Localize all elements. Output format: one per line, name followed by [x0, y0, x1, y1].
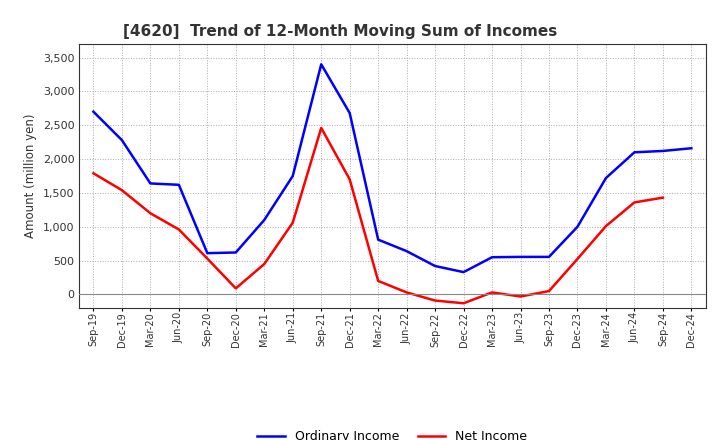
Ordinary Income	[232, 250, 240, 255]
Legend: Ordinary Income, Net Income: Ordinary Income, Net Income	[252, 425, 533, 440]
Net Income	[602, 224, 611, 229]
Net Income	[232, 286, 240, 291]
Net Income	[146, 211, 155, 216]
Ordinary Income	[659, 148, 667, 154]
Net Income	[659, 195, 667, 200]
Ordinary Income	[89, 109, 98, 114]
Net Income	[516, 294, 525, 299]
Net Income	[545, 289, 554, 294]
Ordinary Income	[402, 249, 411, 254]
Net Income	[117, 187, 126, 193]
Net Income	[89, 171, 98, 176]
Net Income	[459, 301, 468, 306]
Ordinary Income	[346, 110, 354, 116]
Ordinary Income	[117, 137, 126, 143]
Ordinary Income	[602, 176, 611, 181]
Text: [4620]  Trend of 12-Month Moving Sum of Incomes: [4620] Trend of 12-Month Moving Sum of I…	[123, 24, 557, 39]
Ordinary Income	[687, 146, 696, 151]
Ordinary Income	[487, 255, 496, 260]
Net Income	[487, 290, 496, 295]
Net Income	[174, 227, 183, 232]
Ordinary Income	[146, 181, 155, 186]
Net Income	[573, 256, 582, 261]
Ordinary Income	[630, 150, 639, 155]
Ordinary Income	[545, 254, 554, 260]
Net Income	[402, 290, 411, 295]
Ordinary Income	[573, 224, 582, 229]
Net Income	[346, 177, 354, 182]
Net Income	[289, 220, 297, 225]
Net Income	[431, 298, 439, 303]
Ordinary Income	[431, 264, 439, 269]
Ordinary Income	[516, 254, 525, 260]
Net Income	[260, 261, 269, 267]
Ordinary Income	[203, 250, 212, 256]
Line: Net Income: Net Income	[94, 128, 663, 303]
Net Income	[374, 278, 382, 283]
Ordinary Income	[459, 269, 468, 275]
Ordinary Income	[260, 217, 269, 223]
Line: Ordinary Income: Ordinary Income	[94, 64, 691, 272]
Y-axis label: Amount (million yen): Amount (million yen)	[24, 114, 37, 238]
Ordinary Income	[174, 182, 183, 187]
Ordinary Income	[317, 62, 325, 67]
Net Income	[203, 256, 212, 261]
Net Income	[630, 200, 639, 205]
Net Income	[317, 125, 325, 131]
Ordinary Income	[289, 173, 297, 179]
Ordinary Income	[374, 237, 382, 242]
